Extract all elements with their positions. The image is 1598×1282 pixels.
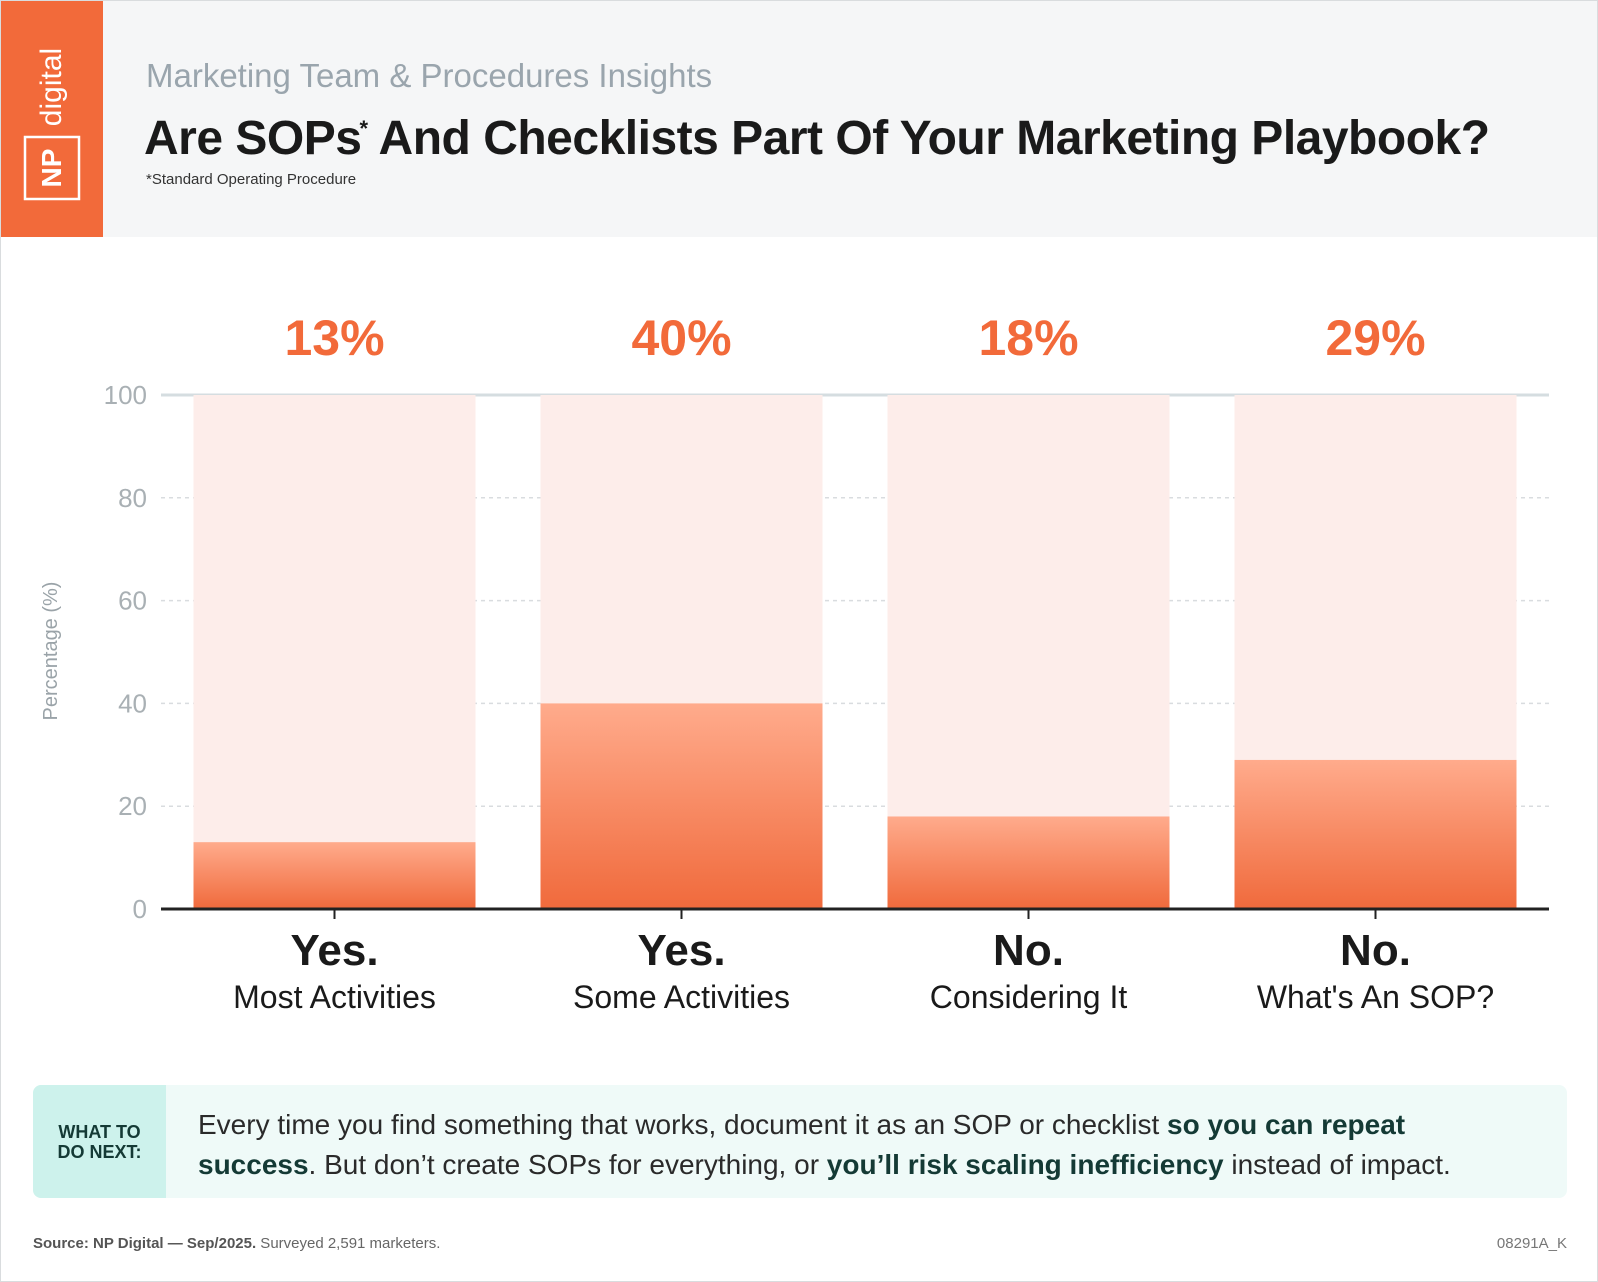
source-note: Source: NP Digital — Sep/2025. Surveyed … [33, 1235, 440, 1252]
bar [1234, 759, 1517, 909]
logo-np-text: NP [36, 149, 67, 188]
logo-digital-text: digital [35, 48, 68, 126]
x-tick-label-sub: Considering It [930, 979, 1128, 1015]
x-tick-label-main: No. [1340, 926, 1411, 975]
callout-text-2: . But don’t create SOPs for everything, … [308, 1149, 827, 1180]
title-part-2: And Checklists Part Of Your Marketing Pl… [367, 112, 1490, 165]
chart-code: 08291A_K [1496, 1235, 1567, 1252]
callout-tag: WHAT TO DO NEXT: [33, 1085, 166, 1198]
data-label: 13% [284, 310, 384, 366]
callout-text-3: instead of impact. [1223, 1149, 1451, 1180]
y-tick-label: 20 [118, 791, 147, 821]
callout-bold-1: so you can repeat success [198, 1109, 1406, 1180]
data-label: 29% [1325, 310, 1425, 366]
y-axis-label: Percentage (%) [40, 582, 62, 721]
y-tick-label: 0 [133, 894, 147, 924]
data-label: 40% [631, 310, 731, 366]
callout-text: Every time you find something that works… [198, 1105, 1528, 1185]
what-to-do-next-callout: WHAT TO DO NEXT: Every time you find some… [33, 1085, 1567, 1198]
title-asterisk: * [359, 116, 368, 141]
y-tick-label: 100 [104, 380, 147, 410]
np-digital-logo: NP digital [23, 48, 81, 201]
title-part-1: Are SOPs [144, 112, 362, 165]
x-tick-label-main: Yes. [637, 926, 725, 975]
callout-text-1: Every time you find something that works… [198, 1109, 1168, 1140]
chart-subtitle: Marketing Team & Procedures Insights [146, 57, 713, 94]
chart-title: Are SOPs* And Checklists Part Of Your Ma… [144, 111, 1490, 166]
y-tick-label: 80 [118, 483, 147, 513]
x-tick-label-sub: What's An SOP? [1257, 979, 1494, 1015]
x-tick-label-main: Yes. [290, 926, 378, 975]
bar-chart: Percentage (%) 0 20 40 60 80 100 13% Yes. Most … [40, 310, 1549, 1015]
bar [193, 842, 476, 909]
callout-bold-2: you’ll risk scaling inefficiency [826, 1149, 1224, 1180]
header: NP digital Marketing Team & Procedures I… [1, 1, 1597, 237]
y-tick-label: 60 [118, 586, 147, 616]
x-tick-label-sub: Most Activities [233, 979, 436, 1015]
bar-background [193, 395, 476, 909]
callout-tag-line-2: DO NEXT: [57, 1141, 142, 1162]
title-footnote: *Standard Operating Procedure [146, 171, 357, 188]
y-tick-label: 40 [118, 688, 147, 718]
source-rest: Surveyed 2,591 marketers. [256, 1235, 441, 1252]
callout-tag-line-1: WHAT TO [58, 1121, 141, 1142]
data-label: 18% [978, 310, 1078, 366]
bar [887, 816, 1170, 909]
x-tick-label-main: No. [993, 926, 1064, 975]
source-bold: Source: NP Digital — Sep/2025. [33, 1235, 257, 1252]
logo-bar: NP digital [1, 1, 103, 237]
bar [540, 703, 823, 909]
x-tick-label-sub: Some Activities [573, 979, 790, 1015]
